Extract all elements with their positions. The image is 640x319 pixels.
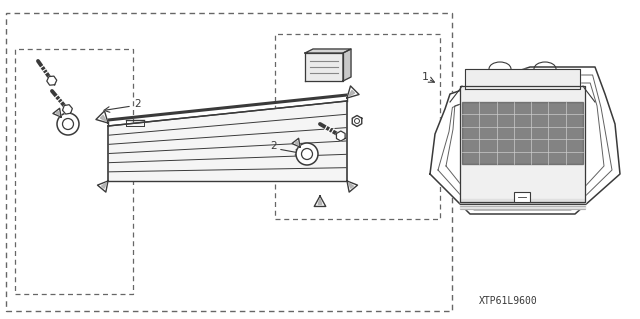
Polygon shape <box>430 67 620 214</box>
Polygon shape <box>337 131 345 141</box>
Bar <box>6 13 452 311</box>
Circle shape <box>296 143 318 165</box>
Bar <box>514 192 530 202</box>
Polygon shape <box>347 181 358 192</box>
Polygon shape <box>53 108 61 117</box>
Polygon shape <box>305 53 343 81</box>
Polygon shape <box>100 115 107 122</box>
Circle shape <box>63 118 74 130</box>
Circle shape <box>57 113 79 135</box>
Polygon shape <box>462 102 583 164</box>
Polygon shape <box>305 49 351 53</box>
Polygon shape <box>292 138 300 147</box>
Polygon shape <box>348 90 355 97</box>
Polygon shape <box>347 86 359 98</box>
Polygon shape <box>352 115 362 127</box>
Circle shape <box>355 119 360 123</box>
Polygon shape <box>348 182 353 188</box>
Polygon shape <box>314 196 326 206</box>
Polygon shape <box>56 111 60 115</box>
Bar <box>15 49 133 294</box>
Polygon shape <box>343 49 351 81</box>
Text: 2: 2 <box>270 141 277 151</box>
Text: 2: 2 <box>134 99 141 109</box>
Polygon shape <box>47 76 57 85</box>
Polygon shape <box>460 199 585 209</box>
Polygon shape <box>295 141 299 145</box>
Text: 1: 1 <box>422 72 429 82</box>
Bar <box>275 34 440 219</box>
Polygon shape <box>460 86 585 202</box>
Circle shape <box>301 149 312 160</box>
Polygon shape <box>63 105 72 114</box>
Polygon shape <box>97 181 108 192</box>
Polygon shape <box>465 69 580 89</box>
Polygon shape <box>102 182 107 188</box>
Polygon shape <box>318 198 322 204</box>
Text: XTP61L9600: XTP61L9600 <box>479 296 538 306</box>
Polygon shape <box>108 101 347 181</box>
Polygon shape <box>96 111 108 123</box>
